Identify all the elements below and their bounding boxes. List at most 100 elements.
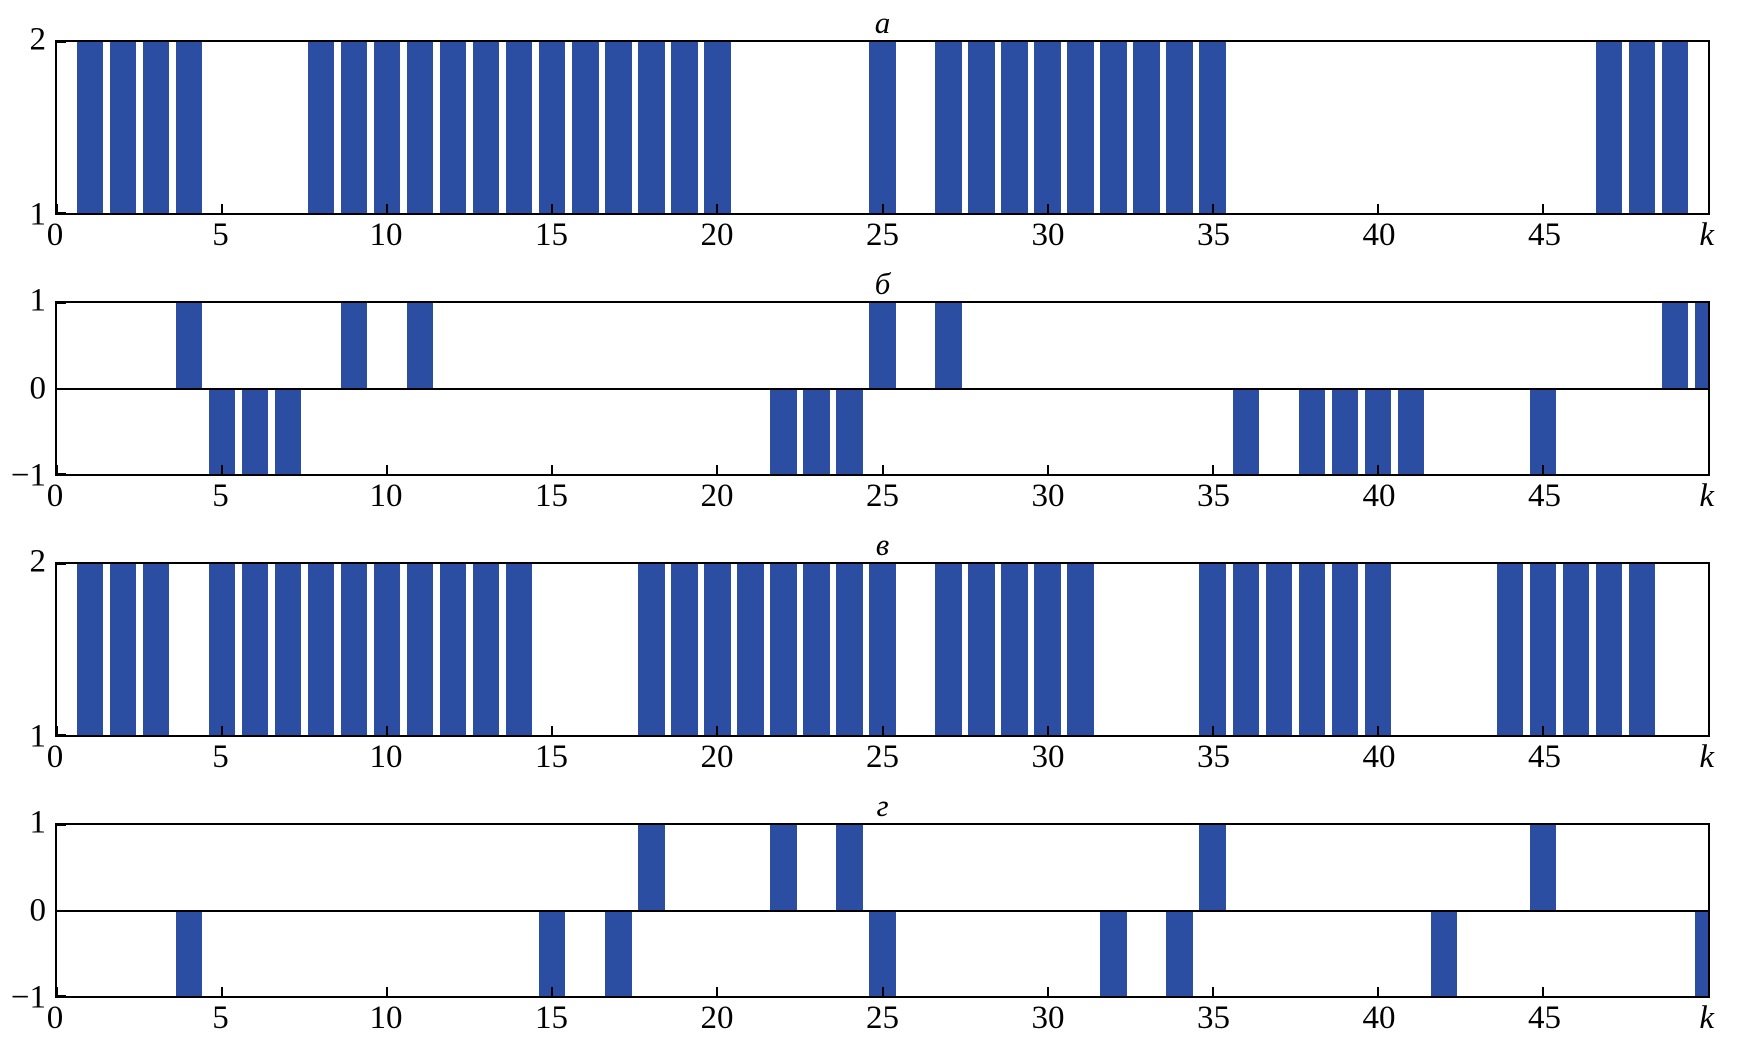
- x-tick-mark: [386, 726, 389, 735]
- bar: [671, 564, 698, 735]
- x-tick-label: 25: [866, 1000, 899, 1036]
- bar: [373, 42, 401, 213]
- y-tick-mark: [57, 303, 66, 304]
- x-tick-label: 30: [1031, 739, 1065, 775]
- x-tick-label: 35: [1197, 1000, 1230, 1036]
- bar: [1529, 564, 1557, 735]
- bar: [1232, 388, 1259, 474]
- bar: [506, 564, 533, 735]
- bar: [1595, 564, 1623, 735]
- bar: [1331, 388, 1358, 474]
- bar: [869, 910, 896, 996]
- x-tick-mark: [1211, 987, 1214, 996]
- x-tick-mark: [716, 987, 719, 996]
- bar: [935, 303, 962, 389]
- plot-area: [55, 823, 1710, 998]
- bar: [836, 564, 863, 735]
- bar: [704, 564, 731, 735]
- bar: [1628, 42, 1656, 213]
- chart-panel-1: а 2 1 0 5 10 15 20 25 30 35 40 45 k: [0, 0, 1762, 261]
- x-tick-label: 10: [369, 739, 403, 775]
- bar: [968, 42, 995, 213]
- plot-area: [55, 562, 1710, 737]
- bar: [1661, 42, 1689, 213]
- bar: [76, 42, 104, 213]
- x-tick-mark: [57, 987, 58, 996]
- chart-panel-3: в 2 1 0 5 10 15 20 25 30 35 40 45 k: [0, 522, 1762, 783]
- x-tick-mark: [716, 726, 719, 735]
- y-tick-mark: [57, 42, 66, 43]
- bar: [770, 825, 797, 911]
- x-tick-mark: [1541, 204, 1544, 213]
- x-tick-label: 15: [535, 739, 568, 775]
- bar: [1298, 388, 1325, 474]
- panel-title: г: [876, 788, 889, 823]
- x-tick-mark: [57, 204, 58, 213]
- x-tick-label: 40: [1362, 739, 1396, 775]
- x-tick-label: 10: [369, 1000, 403, 1036]
- bar: [307, 42, 335, 213]
- x-tick-label: 20: [700, 478, 734, 514]
- bar: [1166, 910, 1193, 996]
- bar: [737, 564, 764, 735]
- y-tick-label-top: 1: [29, 804, 47, 841]
- x-tick-label: 20: [700, 739, 734, 775]
- y-tick-label-top: 2: [29, 21, 47, 58]
- x-tick-mark: [881, 204, 884, 213]
- x-axis-letter-label: k: [1699, 1000, 1714, 1036]
- bar: [109, 564, 137, 735]
- bar: [935, 42, 962, 213]
- x-tick-mark: [881, 987, 884, 996]
- bar: [473, 564, 500, 735]
- bar: [869, 303, 896, 389]
- bar: [473, 42, 500, 213]
- x-tick-label: 0: [46, 217, 64, 253]
- x-axis-letter-label: k: [1699, 217, 1714, 253]
- bar: [440, 42, 467, 213]
- y-tick-label-mid: 0: [29, 892, 47, 928]
- x-tick-label: 40: [1362, 217, 1396, 253]
- bar: [208, 564, 236, 735]
- x-tick-mark: [1541, 726, 1544, 735]
- x-tick-mark: [221, 465, 224, 474]
- bar: [968, 564, 995, 735]
- x-tick-mark: [1541, 465, 1544, 474]
- x-tick-label: 10: [369, 217, 403, 253]
- x-tick-mark: [881, 465, 884, 474]
- bar: [671, 42, 698, 213]
- x-tick-label: 15: [535, 217, 568, 253]
- bar: [539, 910, 566, 996]
- chart-panel-2: б 1 0 −1 0 5 10 15 20 25 30 35 40 45 k: [0, 261, 1762, 522]
- x-tick-mark: [221, 204, 224, 213]
- bar: [770, 564, 797, 735]
- x-axis-letter-label: k: [1699, 739, 1714, 775]
- bar: [340, 42, 368, 213]
- x-tick-mark: [1376, 204, 1379, 213]
- bar: [241, 564, 269, 735]
- bar: [307, 564, 335, 735]
- bar: [1133, 42, 1160, 213]
- bar: [241, 388, 269, 474]
- bar: [1001, 564, 1028, 735]
- x-tick-label: 10: [369, 478, 403, 514]
- x-tick-mark: [1541, 987, 1544, 996]
- x-tick-mark: [1376, 987, 1379, 996]
- x-tick-mark: [1046, 204, 1049, 213]
- bar: [373, 564, 401, 735]
- bar: [770, 388, 797, 474]
- x-tick-mark: [221, 726, 224, 735]
- bar: [1694, 910, 1708, 996]
- bar: [274, 388, 302, 474]
- x-axis-labels: 0 5 10 15 20 25 30 35 40 45 k: [47, 476, 1714, 522]
- x-tick-mark: [221, 987, 224, 996]
- bar: [869, 42, 896, 213]
- bar: [638, 825, 665, 911]
- bar: [175, 910, 203, 996]
- x-tick-mark: [716, 465, 719, 474]
- x-tick-label: 5: [212, 1000, 229, 1036]
- y-tick-label-bottom: −1: [10, 457, 46, 494]
- x-tick-label: 25: [866, 478, 899, 514]
